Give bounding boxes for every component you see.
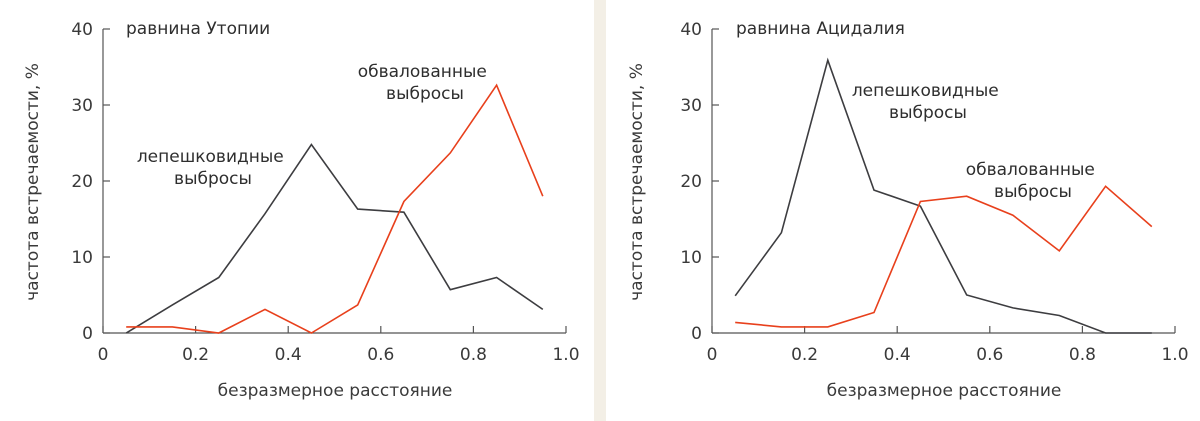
x-tick-label: 0.2 — [791, 345, 818, 365]
x-tick-label: 0.4 — [275, 345, 302, 365]
y-tick-label: 0 — [691, 324, 702, 344]
x-tick-label: 0.4 — [884, 345, 911, 365]
annotation-flat-ejecta-line-2: выбросы — [889, 103, 967, 123]
y-tick-label: 40 — [71, 20, 93, 40]
annotation-rampart-ejecta: обвалованные выбросы — [966, 160, 1101, 202]
chart-panel-acidalia: равнина Ацидалия безразмерное расстояние… — [606, 0, 1200, 421]
annotation-flat-ejecta-line-2: выбросы — [174, 169, 252, 189]
x-tick-label: 1.0 — [1161, 345, 1188, 365]
y-tick-label: 0 — [82, 324, 93, 344]
chart-panel-utopia: равнина Утопии безразмерное расстояние ч… — [0, 0, 594, 421]
annotation-flat-ejecta: лепешковидные выбросы — [852, 81, 1004, 123]
annotation-rampart-ejecta: обвалованные выбросы — [358, 62, 493, 104]
chart-title: равнина Утопии — [126, 19, 270, 39]
series-line-rampart-ejecta — [126, 83, 544, 334]
series-line-rampart-ejecta — [735, 185, 1153, 328]
x-axis-label: безразмерное расстояние — [827, 381, 1062, 401]
y-axis-label: частота встречаемости, % — [627, 63, 647, 301]
chart-title: равнина Ацидалия — [736, 19, 905, 39]
annotation-flat-ejecta-line-1: лепешковидные — [137, 147, 284, 167]
series-line-flat-ejecta — [734, 57, 1152, 334]
y-tick-label: 10 — [71, 248, 93, 268]
y-axis-label: частота встречаемости, % — [23, 63, 43, 301]
x-tick-label: 0.6 — [367, 345, 394, 365]
x-tick-label: 0 — [98, 345, 109, 365]
annotation-rampart-ejecta-line-1: обвалованные — [966, 160, 1095, 180]
x-tick-label: 0 — [707, 345, 718, 365]
x-tick-label: 1.0 — [552, 345, 579, 365]
y-tick-label: 30 — [71, 96, 93, 116]
annotation-flat-ejecta: лепешковидные выбросы — [137, 147, 289, 189]
x-axis-label: безразмерное расстояние — [218, 381, 453, 401]
y-tick-label: 30 — [680, 96, 702, 116]
line-chart-utopia: равнина Утопии безразмерное расстояние ч… — [23, 19, 580, 401]
x-tick-label: 0.2 — [182, 345, 209, 365]
annotation-rampart-ejecta-line-2: выбросы — [994, 182, 1072, 202]
y-tick-label: 10 — [680, 248, 702, 268]
y-tick-label: 40 — [680, 20, 702, 40]
line-chart-acidalia: равнина Ацидалия безразмерное расстояние… — [627, 19, 1189, 401]
x-tick-label: 0.8 — [460, 345, 487, 365]
series-line-flat-ejecta — [125, 143, 544, 334]
x-tick-label: 0.6 — [976, 345, 1003, 365]
annotation-flat-ejecta-line-1: лепешковидные — [852, 81, 999, 101]
annotation-rampart-ejecta-line-1: обвалованные — [358, 62, 487, 82]
x-tick-label: 0.8 — [1069, 345, 1096, 365]
y-tick-label: 20 — [680, 172, 702, 192]
annotation-rampart-ejecta-line-2: выбросы — [386, 84, 464, 104]
y-tick-label: 20 — [71, 172, 93, 192]
